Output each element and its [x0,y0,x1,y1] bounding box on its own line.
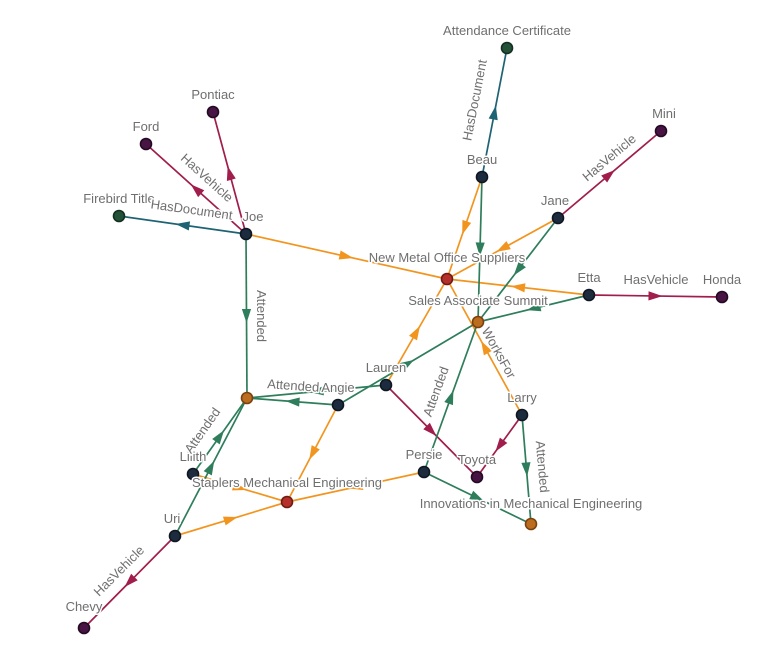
node-layer [77,41,729,635]
node-ford[interactable] [139,137,153,151]
node-label-firebird: Firebird Title [83,191,155,206]
arrowhead-etta-newmetal [511,283,526,293]
node-label-layer: Attendance Certificate Pontiac Ford Mini Fir… [64,22,743,616]
arrowhead-angie-summit [399,359,415,372]
node-uri[interactable] [168,529,182,543]
node-chevy[interactable] [77,621,91,635]
arrowhead-etta-summit [526,302,542,312]
node-summit[interactable] [471,315,485,329]
arrowhead-joe-event2 [241,308,252,323]
arrowhead-lilith-event2 [212,430,225,445]
arrowhead-beau-certificate [488,105,498,121]
arrowhead-jane-mini [601,169,615,183]
arrow-layer [124,105,663,587]
node-label-ford: Ford [133,119,160,134]
node-joe[interactable] [239,227,253,241]
edge-label-angie-event2: Attended [267,376,320,395]
node-etta[interactable] [582,288,596,302]
node-lilith[interactable] [186,467,200,481]
node-staplers[interactable] [280,495,294,509]
node-mini[interactable] [654,124,668,138]
arrowhead-lauren-event2 [309,386,324,396]
node-persie[interactable] [417,465,431,479]
arrowhead-jane-newmetal [496,241,511,252]
node-label-persie: Persie [406,447,443,462]
node-label-uri: Uri [164,511,181,526]
node-label-beau: Beau [467,152,497,167]
node-label-mini: Mini [652,106,676,121]
node-label-angie: Angie [321,380,354,395]
arrowhead-lilith-staplers [231,481,247,491]
arrowhead-etta-honda [648,291,663,301]
node-jane[interactable] [551,211,565,225]
node-angie[interactable] [331,398,345,412]
arrowhead-angie-staplers [309,445,320,460]
arrowhead-beau-newmetal [462,219,472,235]
edge-label-uri-chevy: HasVehicle [91,543,148,600]
node-toyota[interactable] [470,470,484,484]
arrowhead-beau-summit [475,242,485,257]
arrowhead-larry-newmetal [481,340,492,356]
arrowhead-uri-event2 [203,460,215,476]
arrowhead-jane-summit [513,261,526,276]
node-beau[interactable] [475,170,489,184]
arrowhead-lauren-newmetal [409,325,420,341]
node-certificate[interactable] [500,41,514,55]
node-label-chevy: Chevy [66,599,103,614]
arrowhead-joe-ford [190,184,205,198]
arrowhead-uri-staplers [222,516,238,526]
arrowhead-larry-toyota [495,437,508,452]
edge-label-beau-certificate: HasDocument [459,58,490,142]
arrowhead-persie-staplers [348,481,364,490]
node-label-certificate: Attendance Certificate [443,23,571,38]
node-label-etta: Etta [577,270,601,285]
node-label-lilith: Lilith [180,449,207,464]
node-label-larry: Larry [507,390,537,405]
node-event2[interactable] [240,391,254,405]
arrowhead-lauren-toyota [423,422,437,436]
node-larry[interactable] [515,408,529,422]
arrowhead-persie-summit [444,390,454,406]
arrowhead-larry-innovations [521,462,531,477]
node-label-innovations: Innovations in Mechanical Engineering [420,496,643,511]
node-lauren[interactable] [379,378,393,392]
arrowhead-joe-pontiac [226,166,236,181]
node-label-jane: Jane [541,193,569,208]
arrowhead-uri-chevy [124,573,138,587]
node-label-honda: Honda [703,272,742,287]
edge-label-larry-innovations: Attended [533,440,552,493]
edge-label-joe-event2: Attended [254,290,269,342]
node-label-staplers: Staplers Mechanical Engineering [192,475,382,490]
node-honda[interactable] [715,290,729,304]
node-pontiac[interactable] [206,105,220,119]
node-label-newmetal: New Metal Office Suppliers [369,250,526,265]
node-newmetal[interactable] [440,272,454,286]
edge-label-etta-honda: HasVehicle [623,272,688,287]
arrowhead-angie-event2 [285,397,300,407]
node-label-lauren: Lauren [366,360,406,375]
node-label-pontiac: Pontiac [191,87,235,102]
node-label-toyota: Toyota [458,452,497,467]
node-innovations[interactable] [524,517,538,531]
arrowhead-persie-innovations [469,490,484,502]
node-label-joe: Joe [243,209,264,224]
arrowhead-joe-newmetal [338,250,354,260]
node-firebird[interactable] [112,209,126,223]
arrowhead-joe-firebird [175,221,191,231]
node-label-summit: Sales Associate Summit [408,293,548,308]
